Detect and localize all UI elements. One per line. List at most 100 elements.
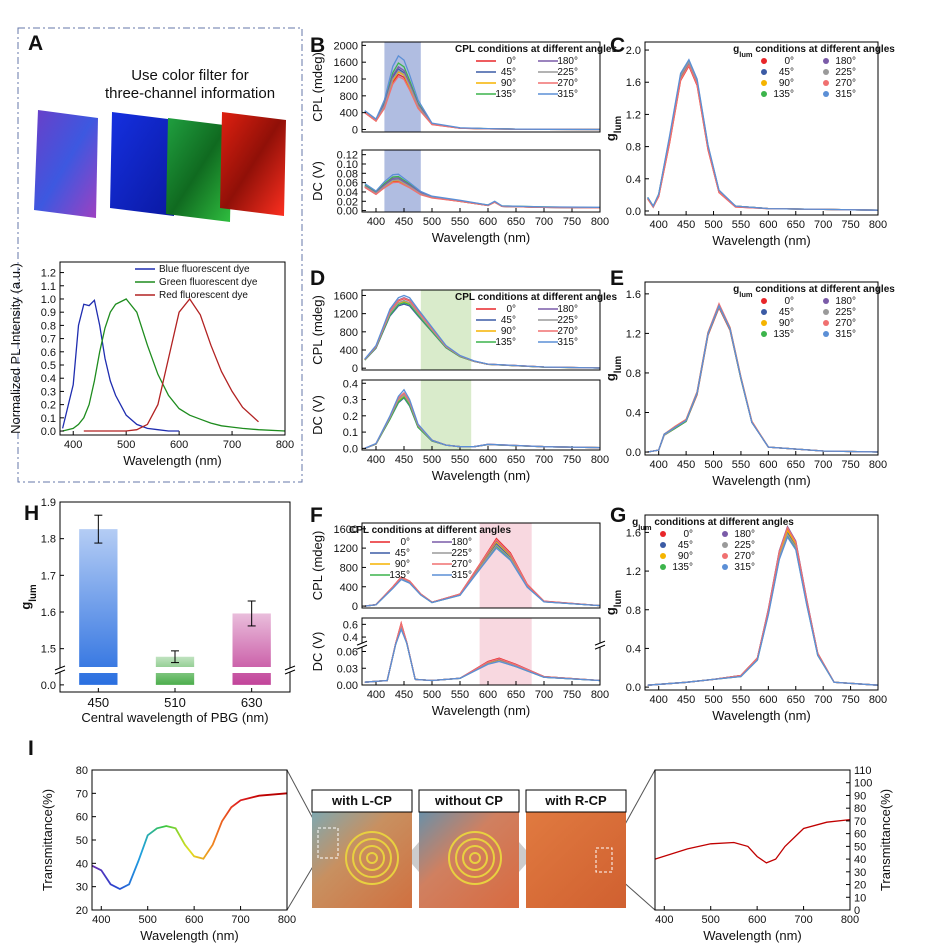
legend-label: 180° — [835, 56, 856, 67]
x-tick-label: 500 — [139, 914, 157, 926]
y-axis-label: CPL (mdeg) — [310, 531, 325, 601]
legend-label: 315° — [734, 562, 755, 573]
legend-label: 225° — [451, 548, 472, 559]
plot-frame — [644, 41, 879, 216]
y-tick-label: 60 — [76, 812, 88, 824]
legend-label: 45° — [395, 548, 410, 559]
legend-marker — [660, 564, 666, 570]
legend-marker — [761, 58, 767, 64]
break-mark — [356, 640, 368, 646]
legend-label: 90° — [501, 78, 516, 89]
x-tick-label: 700 — [223, 439, 241, 451]
x-tick-label: 650 — [507, 689, 525, 701]
y-axis-label: glum — [18, 584, 39, 610]
legend-label: 225° — [557, 315, 578, 326]
text-part: CPL conditions at different angles — [455, 292, 617, 303]
y-axis-label: DC (V) — [310, 161, 325, 201]
x-tick-label: 400 — [655, 914, 673, 926]
y-axis-label: DC (V) — [310, 395, 325, 435]
x-axis-label: Wavelength (nm) — [703, 928, 802, 943]
y-tick-label: 0.0 — [626, 206, 641, 218]
break-mark — [594, 640, 606, 646]
panel-letter: A — [28, 32, 43, 55]
legend-label: 0° — [784, 296, 794, 307]
legend-marker — [722, 553, 728, 559]
y-tick-label: 0.0 — [41, 680, 56, 692]
legend-marker — [660, 542, 666, 548]
x-tick-label: 750 — [563, 216, 581, 228]
plot-frame — [361, 522, 601, 609]
panel-letter: F — [310, 504, 323, 527]
legend-label: 135° — [495, 89, 516, 100]
y-tick-label: 0.2 — [41, 400, 56, 412]
y-tick-label: 50 — [854, 841, 866, 853]
y-axis-label: glum — [603, 116, 624, 142]
x-tick-label: 800 — [591, 454, 609, 466]
x-tick-label: 600 — [759, 459, 777, 471]
text-part: g — [733, 284, 739, 295]
series-line — [647, 304, 879, 453]
y-tick-label: 0.1 — [41, 413, 56, 425]
y-tick-label: 50 — [76, 835, 88, 847]
x-tick-label: 550 — [732, 459, 750, 471]
y-tick-label: 40 — [854, 854, 866, 866]
zoom-box — [317, 827, 339, 859]
legend-label: 45° — [779, 307, 794, 318]
panel-a-frame — [17, 27, 303, 483]
legend-marker — [823, 331, 829, 337]
x-tick-label: 400 — [650, 219, 668, 231]
legend-label: 90° — [678, 551, 693, 562]
legend-label: 315° — [451, 570, 472, 581]
panel-letter: H — [24, 502, 39, 525]
x-tick-label: 750 — [563, 454, 581, 466]
y-axis-label: Normalized PL Intensity (a.u.) — [8, 263, 23, 434]
x-axis-label: Wavelength (nm) — [432, 703, 531, 718]
legend-marker — [761, 69, 767, 75]
image-blue — [110, 112, 176, 216]
x-tick-label: 600 — [170, 439, 188, 451]
legend-marker — [722, 542, 728, 548]
series-line — [364, 547, 601, 607]
legend-label: 180° — [734, 529, 755, 540]
y-tick-label: 0.4 — [41, 373, 56, 385]
y-tick-label: 20 — [76, 905, 88, 917]
plot-frame — [59, 501, 291, 693]
arrow — [519, 842, 526, 872]
y-tick-label: 400 — [340, 582, 358, 594]
x-tick-label: 800 — [591, 689, 609, 701]
x-axis-label: Wavelength (nm) — [432, 230, 531, 245]
x-tick-label: 500 — [704, 694, 722, 706]
x-tick-label: 650 — [507, 454, 525, 466]
x-tick-label: 800 — [869, 219, 887, 231]
y-axis-label: glum — [603, 590, 624, 616]
x-tick-label: 650 — [787, 219, 805, 231]
legend-title: glum conditions at different angles — [632, 517, 794, 532]
break-mark — [284, 665, 296, 671]
x-axis-label: Central wavelength of PBG (nm) — [81, 710, 268, 725]
x-tick-label: 400 — [367, 689, 385, 701]
plot-frame — [361, 289, 601, 371]
series-line — [364, 538, 601, 607]
legend-marker — [761, 309, 767, 315]
label-box — [418, 789, 520, 813]
y-tick-label: 0.00 — [337, 680, 358, 692]
y-tick-label: 80 — [76, 765, 88, 777]
plot-frame — [644, 514, 879, 691]
label-box — [525, 789, 627, 813]
plot-frame — [361, 41, 601, 133]
x-tick-label: 510 — [164, 695, 186, 710]
y-tick-label: 0.8 — [41, 320, 56, 332]
image-mixed — [34, 110, 98, 218]
legend-label: 135° — [389, 570, 410, 581]
legend-label: 45° — [501, 67, 516, 78]
y-tick-label: 60 — [854, 829, 866, 841]
x-tick-label: 750 — [841, 694, 859, 706]
legend-marker — [761, 91, 767, 97]
y-tick-label: 1.7 — [41, 570, 56, 582]
y-tick-label: 0 — [352, 124, 358, 136]
y-tick-label: 0.3 — [343, 395, 358, 407]
x-tick-label: 450 — [677, 219, 695, 231]
x-tick-label: 700 — [535, 454, 553, 466]
y-tick-label: 10 — [854, 892, 866, 904]
